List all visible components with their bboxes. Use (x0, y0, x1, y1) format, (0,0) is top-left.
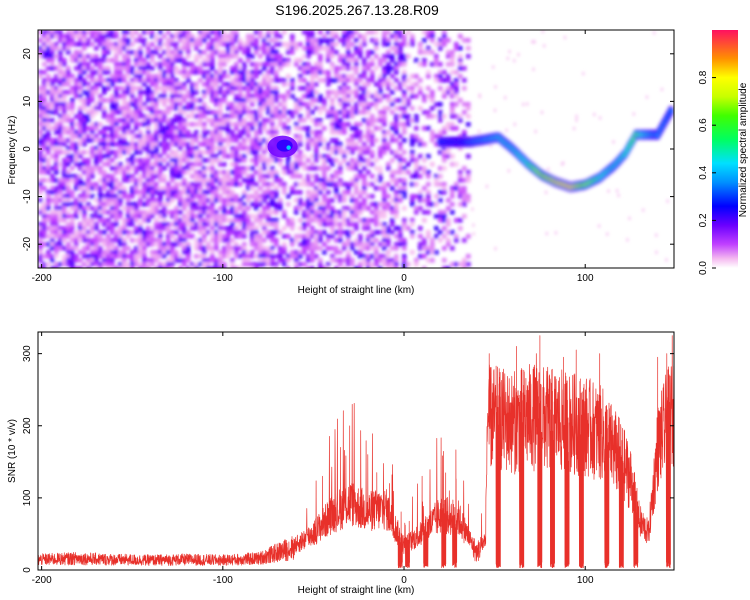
spectrogram-y-tick-label: 10 (22, 95, 33, 107)
snr-y-tick-label: 100 (22, 489, 33, 506)
spectrogram-x-tick-label: 100 (577, 273, 594, 284)
spectrogram-y-label: Frequency (Hz) (7, 116, 18, 185)
spectrogram-noise (38, 30, 669, 268)
colorbar-label: Normalized spectral amplitude (738, 82, 749, 217)
snr-series-line (38, 335, 674, 569)
spectrogram-y-tick-label: -10 (22, 189, 33, 204)
snr-panel: -200 -100 0 100 0 100 200 300 Height of straig… (7, 331, 675, 596)
spectrogram-y-tick-label: 0 (22, 146, 33, 152)
spectrogram-x-ticks: -200 -100 0 100 (32, 30, 594, 284)
snr-x-tick-label: 100 (577, 575, 594, 586)
colorbar: 0.0 0.2 0.4 0.6 0.8 Normalized spectral ampl… (698, 30, 749, 275)
snr-y-tick-label: 300 (22, 345, 33, 362)
figure-title: S196.2025.267.13.28.R09 (275, 2, 439, 18)
snr-frame (37, 331, 675, 571)
colorbar-tick-label: 0.2 (698, 213, 709, 227)
spectrogram-x-tick-label: 0 (401, 273, 407, 284)
colorbar-tick-label: 0.8 (698, 70, 709, 84)
spectrogram-y-tick-label: -20 (22, 237, 33, 252)
spectrogram-y-ticks: -20 -10 0 10 20 (22, 48, 674, 252)
snr-y-tick-label: 200 (22, 417, 33, 434)
colorbar-gradient (712, 30, 738, 268)
spectrogram-blob (267, 135, 298, 158)
spectrogram-x-tick-label: -200 (32, 273, 52, 284)
colorbar-tick-label: 0.4 (698, 165, 709, 179)
snr-x-ticks: -200 -100 0 100 (32, 332, 594, 586)
colorbar-ticks: 0.0 0.2 0.4 0.6 0.8 (698, 70, 716, 275)
spectrogram-y-tick-label: 20 (22, 48, 33, 60)
snr-y-ticks: 0 100 200 300 (22, 345, 674, 573)
snr-y-label: SNR (10 * v/v) (7, 419, 18, 483)
colorbar-tick-label: 0.6 (698, 118, 709, 132)
spectrogram-x-tick-label: -100 (213, 273, 233, 284)
spectrogram-ridge (437, 106, 674, 193)
snr-x-tick-label: -100 (213, 575, 233, 586)
spectrogram-x-label: Height of straight line (km) (298, 285, 415, 296)
snr-x-label: Height of straight line (km) (298, 585, 415, 596)
snr-x-tick-label: -200 (32, 575, 52, 586)
snr-x-tick-label: 0 (401, 575, 407, 586)
colorbar-tick-label: 0.0 (698, 261, 709, 275)
snr-y-tick-label: 0 (22, 567, 33, 573)
